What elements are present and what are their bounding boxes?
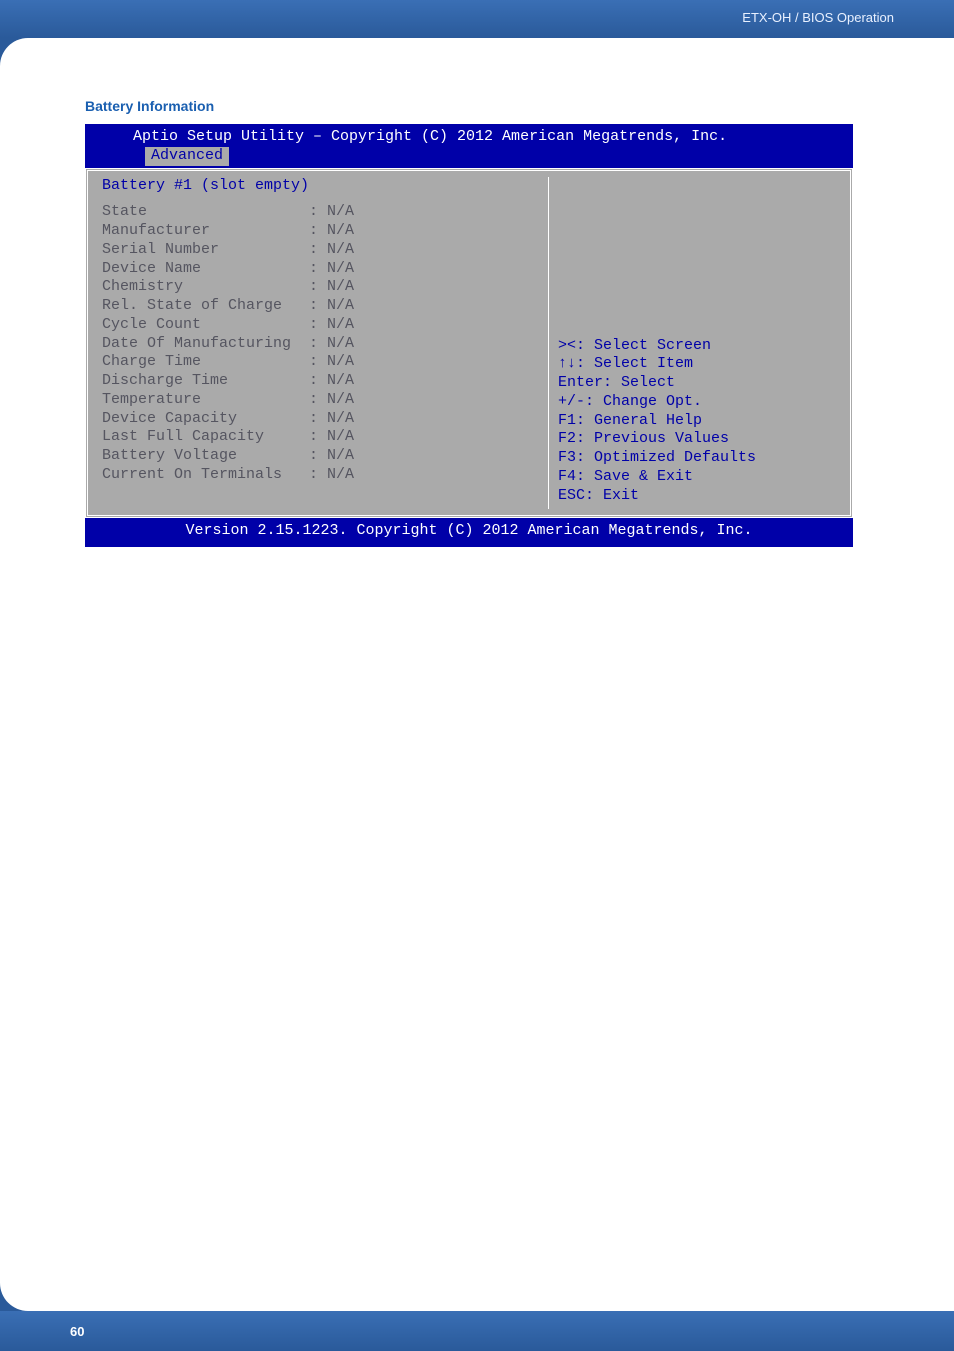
- page-header: ETX-OH / BIOS Operation: [0, 0, 954, 38]
- bios-help-line: ↑↓: Select Item: [558, 355, 840, 374]
- bios-help-lines: ><: Select Screen↑↓: Select ItemEnter: S…: [558, 337, 840, 506]
- bios-field-row: Manufacturer : N/A: [102, 222, 538, 241]
- bios-footer: Version 2.15.1223. Copyright (C) 2012 Am…: [85, 518, 853, 547]
- bios-field-row: Battery Voltage : N/A: [102, 447, 538, 466]
- bios-field-row: Device Capacity : N/A: [102, 410, 538, 429]
- bios-help-line: ><: Select Screen: [558, 337, 840, 356]
- bios-field-row: Discharge Time : N/A: [102, 372, 538, 391]
- section-title: Battery Information: [85, 98, 869, 114]
- bios-title-row: Aptio Setup Utility – Copyright (C) 2012…: [85, 124, 853, 147]
- bios-field-row: Chemistry : N/A: [102, 278, 538, 297]
- bios-field-row: Charge Time : N/A: [102, 353, 538, 372]
- page-footer: 60: [0, 1303, 954, 1351]
- bios-help-line: F4: Save & Exit: [558, 468, 840, 487]
- bios-field-row: Temperature : N/A: [102, 391, 538, 410]
- bios-help-line: F3: Optimized Defaults: [558, 449, 840, 468]
- bios-help-line: F1: General Help: [558, 412, 840, 431]
- bios-panel-title: Battery #1 (slot empty): [102, 177, 538, 196]
- bios-field-row: State : N/A: [102, 203, 538, 222]
- bios-tab-row: Advanced: [85, 147, 853, 168]
- bios-help-panel: ><: Select Screen↑↓: Select ItemEnter: S…: [548, 171, 850, 516]
- bios-field-row: Last Full Capacity : N/A: [102, 428, 538, 447]
- bios-field-row: Serial Number : N/A: [102, 241, 538, 260]
- bios-field-row: Cycle Count : N/A: [102, 316, 538, 335]
- page-content: Battery Information Aptio Setup Utility …: [0, 38, 954, 547]
- bios-help-line: ESC: Exit: [558, 487, 840, 506]
- bios-screenshot: Aptio Setup Utility – Copyright (C) 2012…: [85, 124, 853, 547]
- bios-field-row: Date Of Manufacturing : N/A: [102, 335, 538, 354]
- bios-fields: State : N/AManufacturer : N/ASerial Numb…: [102, 203, 538, 484]
- bios-help-line: F2: Previous Values: [558, 430, 840, 449]
- bios-field-row: Current On Terminals : N/A: [102, 466, 538, 485]
- bios-body: Battery #1 (slot empty) State : N/AManuf…: [85, 168, 853, 519]
- footer-bar: [0, 1311, 954, 1351]
- bios-help-line: Enter: Select: [558, 374, 840, 393]
- help-spacer: [558, 177, 840, 337]
- bios-title: Aptio Setup Utility – Copyright (C) 2012…: [85, 128, 727, 145]
- bios-field-row: Device Name : N/A: [102, 260, 538, 279]
- page-number: 60: [70, 1324, 84, 1339]
- breadcrumb: ETX-OH / BIOS Operation: [742, 10, 894, 25]
- bios-field-row: Rel. State of Charge : N/A: [102, 297, 538, 316]
- bios-tab-advanced: Advanced: [145, 147, 229, 166]
- bios-help-line: +/-: Change Opt.: [558, 393, 840, 412]
- bios-left-panel: Battery #1 (slot empty) State : N/AManuf…: [88, 171, 548, 516]
